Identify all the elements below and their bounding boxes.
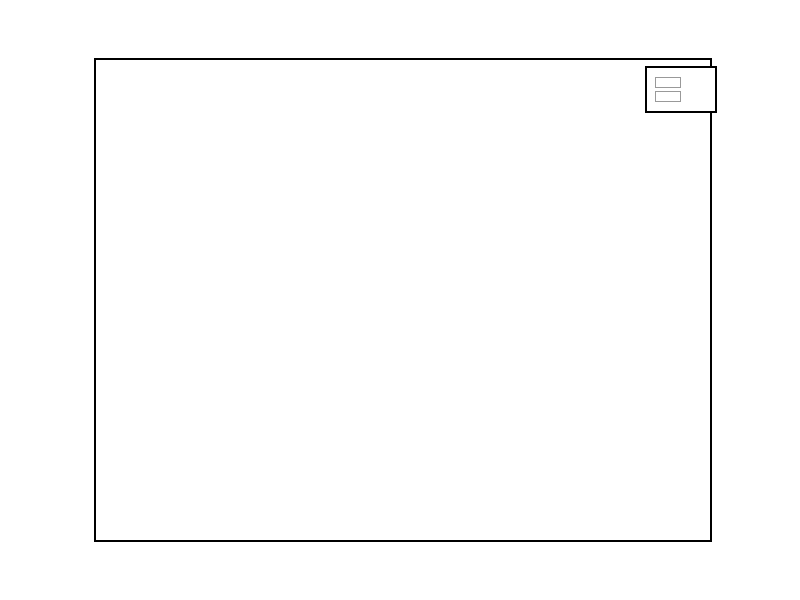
fp-swatch-icon: [655, 91, 681, 102]
y-axis-label: [33, 200, 53, 400]
tp-swatch-icon: [655, 77, 681, 88]
legend: [645, 66, 717, 113]
legend-entry-tp: [655, 77, 707, 88]
plot-area: [94, 58, 712, 542]
legend-entry-fp: [655, 91, 707, 102]
